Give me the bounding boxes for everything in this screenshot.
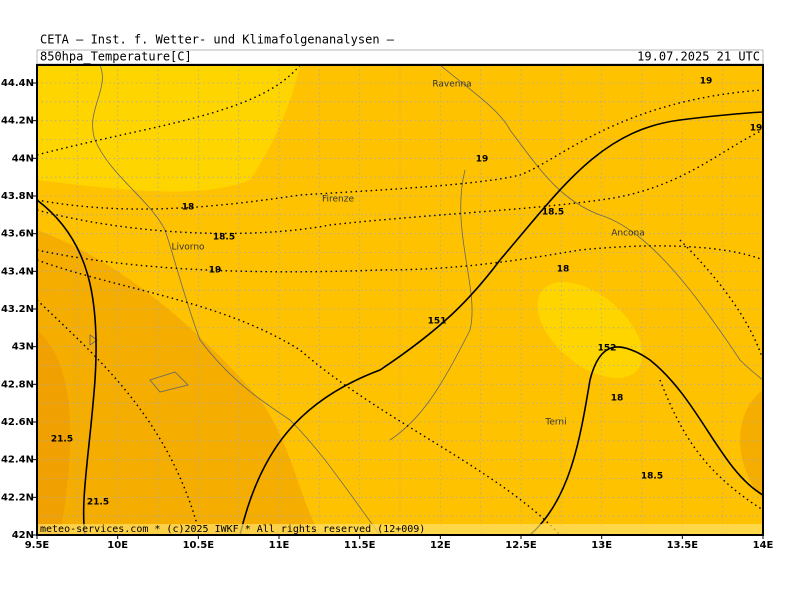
field-warm-yellow bbox=[37, 65, 300, 192]
y-tick-label: 43.4N bbox=[1, 266, 34, 277]
valid-time: 19.07.2025 21 UTC bbox=[637, 50, 760, 64]
field-orange-dark bbox=[37, 330, 71, 535]
city-label: Livorno bbox=[171, 243, 205, 253]
x-tick-label: 9.5E bbox=[25, 540, 50, 551]
map-frame bbox=[36, 64, 764, 536]
x-tick-label: 13.5E bbox=[667, 540, 699, 551]
contour-label: 18.5 bbox=[213, 233, 235, 243]
x-tick-label: 14E bbox=[753, 540, 774, 551]
y-tick-label: 42.6N bbox=[1, 417, 34, 428]
city-label: Firenze bbox=[322, 195, 354, 205]
city-label: Ancona bbox=[611, 229, 645, 239]
field-name: 850hpa_Temperature[C] bbox=[40, 50, 192, 64]
contour-label: 21.5 bbox=[51, 435, 73, 445]
field-orange bbox=[37, 230, 320, 535]
y-tick-label: 43.6N bbox=[1, 229, 34, 240]
y-tick-label: 44.4N bbox=[1, 78, 34, 89]
x-tick-label: 11.5E bbox=[344, 540, 376, 551]
x-tick-label: 11E bbox=[269, 540, 290, 551]
title: CETA — Inst. f. Wetter- und Klimafolgena… bbox=[40, 33, 395, 47]
graticule bbox=[37, 65, 763, 535]
geopotential-lines bbox=[37, 111, 763, 535]
y-tick-label: 43.2N bbox=[1, 304, 34, 315]
contour-label: 151 bbox=[428, 317, 447, 327]
city-label: Ravenna bbox=[432, 80, 471, 90]
y-tick-label: 42.4N bbox=[1, 455, 34, 466]
contour-label: 152 bbox=[598, 344, 617, 354]
y-tick-label: 42N bbox=[12, 530, 34, 541]
y-tick-label: 44N bbox=[12, 153, 34, 164]
contour-label: 19 bbox=[209, 266, 222, 276]
x-tick-label: 10.5E bbox=[183, 540, 215, 551]
contour-label: 21.5 bbox=[87, 498, 109, 508]
contour-label: 18 bbox=[611, 394, 624, 404]
contour-label: 18 bbox=[182, 203, 195, 213]
map-area bbox=[37, 65, 763, 535]
field-orange-east bbox=[740, 390, 763, 500]
x-tick-label: 13E bbox=[591, 540, 612, 551]
x-tick-label: 12.5E bbox=[505, 540, 537, 551]
y-tick-label: 42.8N bbox=[1, 379, 34, 390]
contour-label: 19 bbox=[700, 77, 713, 87]
x-tick-label: 12E bbox=[430, 540, 451, 551]
y-tick-label: 42.2N bbox=[1, 492, 34, 503]
footer-band bbox=[37, 524, 763, 535]
footer: meteo-services.com * (c)2025 IWKF * All … bbox=[40, 524, 425, 535]
y-tick-label: 43N bbox=[12, 342, 34, 353]
field-yellow-center bbox=[537, 281, 643, 379]
y-tick-label: 44.2N bbox=[1, 116, 34, 127]
contour-label: 19 bbox=[750, 124, 763, 134]
contour-label: 18.5 bbox=[542, 208, 564, 218]
contour-label: 18.5 bbox=[641, 472, 663, 482]
temperature-isotherms bbox=[37, 65, 763, 535]
city-label: Terni bbox=[544, 418, 566, 428]
x-tick-label: 10E bbox=[107, 540, 128, 551]
y-tick-label: 43.8N bbox=[1, 191, 34, 202]
contour-label: 19 bbox=[476, 155, 489, 165]
contour-label: 18 bbox=[557, 265, 570, 275]
